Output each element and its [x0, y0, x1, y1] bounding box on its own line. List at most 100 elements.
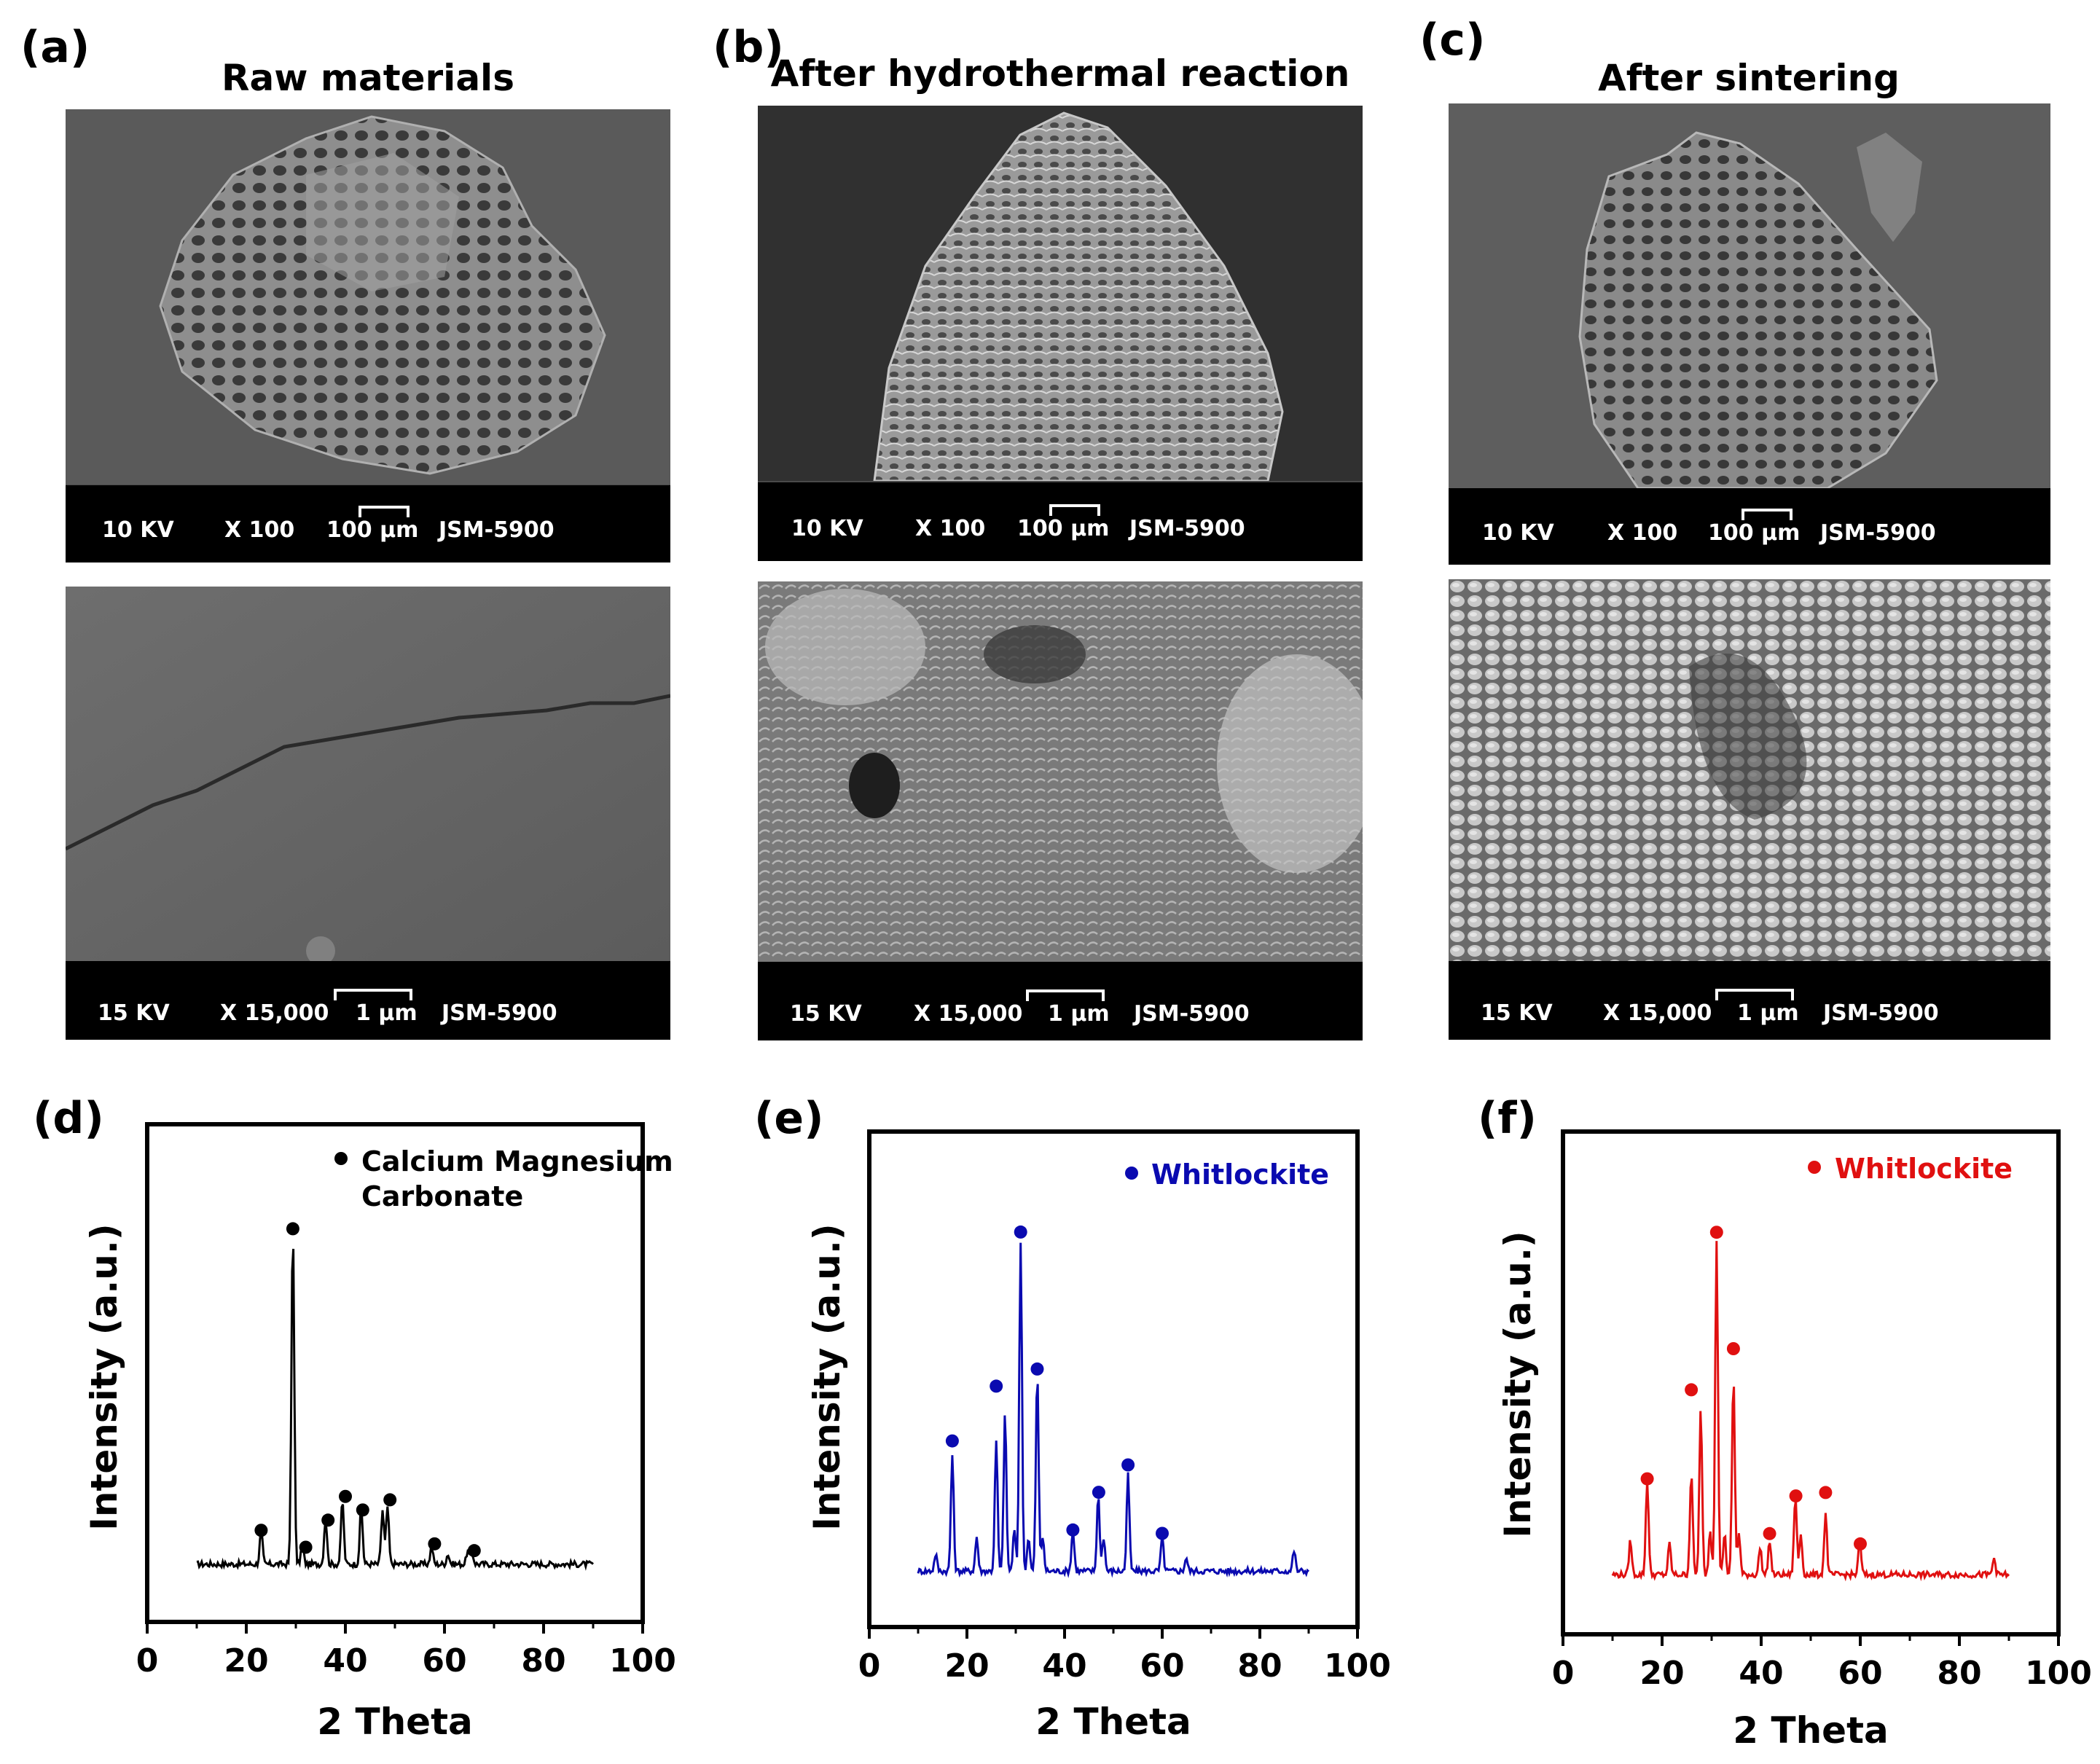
peak-marker: [1156, 1526, 1169, 1540]
sem-model: JSM-5900: [1823, 1000, 1939, 1026]
panel-label-d: (d): [33, 1093, 104, 1144]
peak-marker: [1640, 1472, 1654, 1486]
x-tick-label: 40: [1042, 1647, 1086, 1685]
peak-marker: [990, 1379, 1003, 1393]
panel-label-b: (b): [713, 22, 784, 73]
sem-micrograph: [66, 109, 670, 485]
sem-mag: X 100: [224, 517, 295, 543]
x-tick-label: 80: [521, 1642, 565, 1679]
x-axis: 0 20 40 60 80 100: [1552, 1634, 2092, 1692]
legend-label-line1: Calcium Magnesium: [361, 1145, 673, 1177]
peak-marker: [1763, 1526, 1776, 1540]
legend-label: Whitlockite: [1835, 1153, 2013, 1185]
peak-marker: [1014, 1225, 1027, 1239]
peak-marker: [1709, 1226, 1723, 1239]
xrd-trace: [917, 1242, 1310, 1578]
sem-info-bar: 10 KV X 100 100 µm JSM-5900: [758, 482, 1363, 561]
x-tick-label: 40: [1739, 1655, 1783, 1692]
peak-marker: [1121, 1458, 1135, 1472]
legend-marker: [334, 1152, 348, 1165]
plot-frame: [867, 1129, 1360, 1629]
peak-marker: [1819, 1486, 1833, 1500]
xrd-chart-sintered: (f) 0 20 40 60 80 100 2 Theta Intensity (a.u.…: [1478, 1093, 2092, 1752]
sem-image-raw-low-mag: 10 KV X 100 100 µm JSM-5900: [66, 109, 670, 562]
scale-bar: [359, 506, 410, 517]
x-axis-label: 2 Theta: [317, 1701, 472, 1743]
sem-micrograph: [66, 587, 670, 962]
x-tick-label: 0: [858, 1647, 881, 1685]
peak-marker: [299, 1540, 313, 1554]
sem-info-bar: 15 KV X 15,000 1 µm JSM-5900: [66, 961, 670, 1040]
sem-scale: 100 µm: [1708, 520, 1801, 546]
y-axis-label: Intensity (a.u.): [806, 1223, 848, 1530]
sem-scale: 100 µm: [326, 517, 419, 543]
x-tick-label: 40: [323, 1642, 367, 1679]
scale-bar: [1049, 504, 1100, 516]
sem-mag: X 15,000: [914, 1001, 1023, 1027]
legend-label: Whitlockite: [1151, 1159, 1329, 1191]
sem-model: JSM-5900: [442, 1000, 557, 1026]
peak-marker: [467, 1544, 481, 1558]
panel-title-b: After hydrothermal reaction: [770, 52, 1350, 95]
x-tick-label: 60: [422, 1642, 466, 1679]
sem-mag: X 100: [915, 516, 986, 541]
sem-micrograph: [1449, 103, 2050, 488]
peak-marker: [1685, 1383, 1699, 1397]
panel-label-e: (e): [754, 1093, 824, 1144]
xrd-trace: [1611, 1241, 2010, 1582]
peak-marker: [1066, 1523, 1080, 1537]
sem-info-bar: 15 KV X 15,000 1 µm JSM-5900: [1449, 961, 2050, 1040]
scale-bar: [1741, 509, 1793, 520]
x-tick-label: 20: [1639, 1655, 1684, 1692]
peak-marker: [286, 1222, 299, 1236]
peak-marker: [1726, 1342, 1740, 1355]
peak-marker: [254, 1524, 268, 1537]
x-tick-label: 100: [1324, 1647, 1391, 1685]
x-tick-label: 100: [609, 1642, 676, 1679]
peak-marker: [1092, 1486, 1105, 1500]
sem-info-bar: 10 KV X 100 100 µm JSM-5900: [1449, 488, 2050, 565]
panel-title-a: Raw materials: [222, 57, 514, 99]
sem-info-bar: 10 KV X 100 100 µm JSM-5900: [66, 485, 670, 562]
x-axis: 0 20 40 60 80 100: [136, 1622, 676, 1679]
y-axis-label: Intensity (a.u.): [83, 1223, 125, 1530]
plot-frame: [1561, 1129, 2061, 1636]
sem-scale: 1 µm: [356, 1000, 418, 1026]
sem-kv: 10 KV: [1482, 520, 1554, 546]
peak-marker: [428, 1537, 442, 1551]
peak-marker: [945, 1434, 959, 1448]
peak-markers: [254, 1222, 481, 1558]
sem-scale: 1 µm: [1048, 1001, 1110, 1027]
sem-model: JSM-5900: [439, 517, 555, 543]
x-tick-label: 0: [136, 1642, 159, 1679]
panel-label-c: (c): [1419, 15, 1486, 66]
peak-marker: [356, 1503, 369, 1517]
sem-kv: 10 KV: [102, 517, 174, 543]
xrd-trace: [196, 1248, 594, 1571]
sem-kv: 15 KV: [98, 1000, 170, 1026]
legend-label-line2: Carbonate: [361, 1180, 523, 1212]
sem-mag: X 15,000: [220, 1000, 329, 1026]
sem-scale: 1 µm: [1737, 1000, 1799, 1026]
x-axis: 0 20 40 60 80 100: [858, 1627, 1391, 1685]
legend-marker: [1125, 1167, 1138, 1180]
x-tick-label: 20: [944, 1647, 989, 1685]
sem-model: JSM-5900: [1820, 520, 1936, 546]
sem-micrograph: [1449, 579, 2050, 961]
xrd-chart-hydrothermal: (e) 0 20 40 60 80 100 2 Theta Intensity (a.u.…: [754, 1093, 1391, 1743]
peak-marker: [339, 1489, 352, 1503]
sem-micrograph: [758, 106, 1363, 481]
peak-marker: [321, 1513, 335, 1527]
sem-kv: 15 KV: [1481, 1000, 1553, 1026]
sem-image-raw-high-mag: 15 KV X 15,000 1 µm JSM-5900: [66, 587, 670, 1040]
x-tick-label: 80: [1937, 1655, 1981, 1692]
sem-model: JSM-5900: [1134, 1001, 1250, 1027]
panel-label-f: (f): [1478, 1093, 1537, 1144]
xrd-chart-raw: (d) 0 20 40 60 80 100 2 Theta Intensity (a.u.…: [33, 1093, 676, 1743]
x-tick-label: 20: [224, 1642, 268, 1679]
sem-micrograph: [758, 581, 1363, 962]
peak-marker: [1854, 1537, 1867, 1551]
peak-markers: [945, 1225, 1169, 1540]
panel-title-c: After sintering: [1598, 57, 1900, 99]
x-axis-label: 2 Theta: [1035, 1701, 1191, 1743]
